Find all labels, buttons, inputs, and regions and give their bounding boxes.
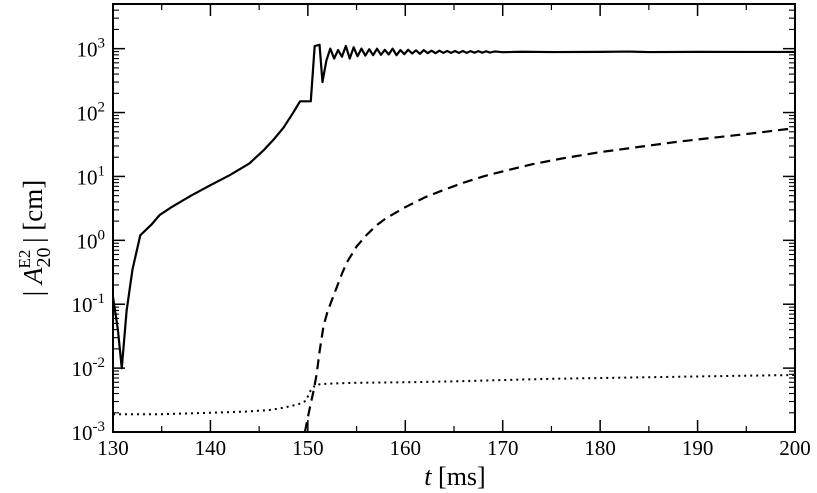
y-axis-label: | A20E2 | [cm] bbox=[15, 180, 55, 296]
y-axis-abs-open: | bbox=[18, 284, 48, 296]
y-axis-superscript: E2 bbox=[15, 250, 34, 269]
x-tick-label: 170 bbox=[487, 436, 519, 460]
x-axis-label: t [ms] bbox=[424, 462, 485, 491]
x-axis-variable: t bbox=[424, 462, 432, 491]
series-line-solid bbox=[111, 43, 795, 370]
series-line-dashed bbox=[303, 127, 796, 433]
y-tick-label: 10-1 bbox=[72, 291, 106, 317]
y-tick-label: 102 bbox=[77, 100, 106, 126]
y-axis-unit: [cm] bbox=[18, 180, 48, 231]
y-axis-abs-close: | bbox=[18, 231, 48, 250]
x-tick-label: 190 bbox=[682, 436, 714, 460]
y-tick-label: 10-3 bbox=[72, 419, 106, 445]
y-axis-subscript: 20 bbox=[33, 248, 55, 268]
series-layer bbox=[111, 43, 796, 433]
x-tick-label: 140 bbox=[195, 436, 227, 460]
x-tick-label: 130 bbox=[97, 436, 129, 460]
x-tick-label: 160 bbox=[390, 436, 422, 460]
plot-frame bbox=[112, 3, 796, 433]
tick-layer: 130 140 150 160 170 180 190 200 10-3 10-2 10-1 100 1… bbox=[72, 4, 811, 460]
series-line-dotted bbox=[113, 374, 796, 416]
x-tick-label: 200 bbox=[779, 436, 811, 460]
x-tick-label: 150 bbox=[292, 436, 324, 460]
y-tick-label: 103 bbox=[77, 36, 106, 62]
y-tick-label: 100 bbox=[77, 227, 106, 253]
y-axis-quantity: A bbox=[18, 267, 48, 286]
svg-text:| A20E2 | [cm]: | A20E2 | [cm] bbox=[15, 180, 55, 296]
x-tick-label: 180 bbox=[584, 436, 616, 460]
y-tick-label: 10-2 bbox=[72, 355, 106, 381]
x-axis-unit: [ms] bbox=[432, 462, 486, 491]
y-tick-label: 101 bbox=[77, 163, 106, 189]
